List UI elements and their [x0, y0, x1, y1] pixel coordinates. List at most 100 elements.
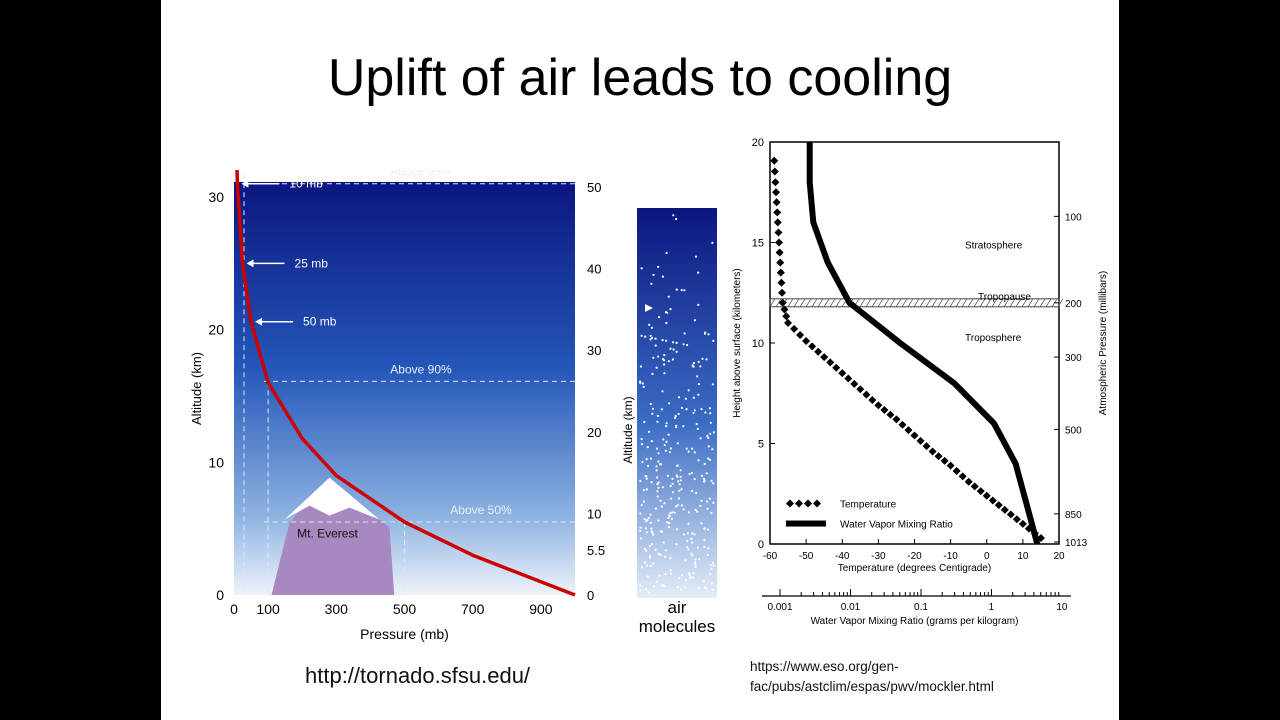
air-molecule — [681, 574, 684, 577]
altitude-marker-arrow — [645, 304, 653, 312]
air-molecule — [701, 357, 704, 360]
stratosphere-label: Stratosphere — [965, 241, 1023, 252]
temperature-point — [988, 496, 997, 505]
temperature-height-chart: Tropopause Stratosphere Troposphere Tempera… — [732, 137, 1109, 627]
tropopause-hatch — [889, 298, 896, 308]
air-molecule — [645, 458, 648, 461]
temperature-point — [1018, 519, 1027, 528]
air-molecule — [669, 347, 672, 350]
air-molecule — [710, 567, 713, 570]
air-molecule — [706, 507, 709, 510]
y2-tick-label: 40 — [587, 262, 601, 277]
air-molecule — [693, 409, 696, 412]
air-molecule — [705, 587, 708, 590]
temperature-point — [994, 501, 1003, 510]
temperature-point — [958, 472, 967, 481]
air-molecule — [675, 474, 678, 477]
air-molecule — [650, 282, 653, 285]
air-molecule — [657, 481, 660, 484]
air-molecule — [662, 541, 665, 544]
tropopause-hatch — [835, 298, 842, 308]
pressure-label: 25 mb — [295, 256, 329, 270]
air-molecule — [694, 563, 697, 566]
air-molecule — [697, 360, 700, 363]
pressure-arrow-head — [246, 259, 254, 268]
temperature-point — [946, 461, 955, 470]
air-molecule — [704, 331, 707, 334]
air-molecule — [687, 389, 690, 392]
air-molecule — [707, 436, 710, 440]
y2-tick-label: 30 — [587, 343, 601, 358]
air-molecule — [699, 365, 702, 368]
tropopause-hatch — [769, 298, 776, 308]
tropopause-label: Tropopause — [978, 292, 1031, 303]
air-molecule — [691, 364, 694, 367]
air-molecule — [651, 531, 654, 534]
source-url-right[interactable]: https://www.eso.org/gen- fac/pubs/astcli… — [750, 657, 1050, 697]
air-molecule — [664, 549, 668, 552]
air-molecule — [658, 463, 662, 466]
air-molecule — [707, 547, 710, 550]
temperature-point — [820, 353, 829, 362]
water-vapor-line — [806, 142, 1041, 545]
air-molecule — [669, 569, 672, 572]
mixing-ratio-tick-label: 1 — [989, 602, 995, 613]
air-molecule — [664, 555, 667, 558]
tropopause-hatch — [931, 298, 938, 308]
air-molecule — [668, 402, 671, 405]
tropopause-hatch — [1027, 298, 1034, 308]
y2-tick-label: 5.5 — [587, 543, 605, 558]
air-molecule — [663, 444, 666, 447]
air-molecule — [711, 383, 714, 386]
tropopause-hatch — [925, 298, 932, 308]
temperature-point — [922, 442, 931, 451]
pressure-label: 10 mb — [289, 177, 323, 191]
air-molecule — [687, 450, 690, 453]
air-molecule — [644, 527, 647, 530]
x-tick-label: 300 — [325, 601, 349, 617]
air-molecule — [693, 319, 696, 322]
air-molecule — [654, 548, 657, 551]
air-molecule — [648, 545, 651, 548]
temperature-point — [777, 278, 786, 287]
temperature-point — [844, 374, 853, 383]
air-molecule — [665, 321, 668, 325]
air-molecule — [657, 316, 661, 319]
temperature-point — [780, 305, 789, 314]
tropopause-hatch — [1039, 298, 1046, 308]
air-molecule — [696, 427, 699, 430]
air-molecule — [645, 488, 648, 491]
air-molecule — [639, 365, 642, 368]
temperature-point — [775, 238, 784, 247]
air-molecule — [639, 512, 642, 515]
air-molecule — [639, 589, 642, 592]
y2-tick-label: 500 — [1065, 425, 1082, 436]
tropopause-hatch — [985, 298, 992, 308]
air-molecule — [648, 556, 651, 559]
molecule-column-rect — [637, 208, 717, 598]
air-molecule — [710, 479, 713, 482]
y-tick-label: 15 — [752, 238, 764, 250]
y2-tick-label: 200 — [1065, 299, 1082, 310]
tropopause-hatch — [823, 298, 830, 308]
temperature-point — [982, 491, 991, 500]
air-molecule — [661, 390, 664, 393]
air-molecule — [685, 408, 688, 411]
air-molecule — [645, 475, 648, 478]
source-url-left[interactable]: http://tornado.sfsu.edu/ — [305, 663, 531, 688]
air-molecule — [649, 402, 652, 406]
air-molecule — [707, 445, 710, 448]
air-molecule — [712, 501, 715, 504]
air-molecule — [705, 472, 708, 475]
x-tick-label: -20 — [907, 551, 922, 562]
air-molecule — [649, 457, 653, 460]
air-molecule — [650, 543, 653, 546]
air-molecule — [693, 533, 696, 536]
y-axis-label: Altitude (km) — [189, 352, 204, 425]
tropopause-hatch — [877, 298, 884, 308]
x-tick-label: 900 — [529, 601, 553, 617]
x-tick-label: -30 — [871, 551, 886, 562]
air-molecule — [657, 355, 660, 358]
air-molecule — [697, 393, 700, 396]
air-molecule — [697, 383, 700, 386]
